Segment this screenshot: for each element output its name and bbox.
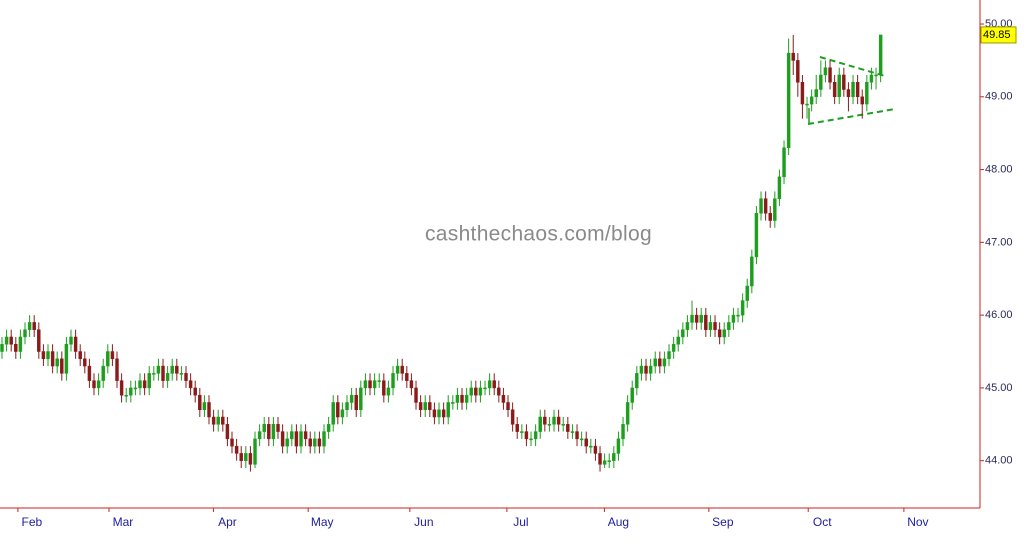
watermark: cashthechaos.com/blog — [425, 223, 652, 246]
x-tick-label: May — [311, 515, 334, 529]
x-tick-label: Jun — [414, 515, 433, 529]
x-tick-label: Feb — [22, 515, 43, 529]
last-price-box — [980, 26, 1017, 44]
y-tick-label: 47.00 — [985, 236, 1013, 248]
upper-trendline — [819, 56, 886, 77]
y-tick-label: 48.00 — [985, 163, 1013, 175]
y-tick-label: 44.00 — [985, 455, 1013, 467]
x-tick-label: Nov — [907, 515, 928, 529]
last-price-label: 49.85 — [983, 29, 1011, 41]
lower-trendline — [807, 108, 896, 125]
x-tick-label: Apr — [218, 515, 237, 529]
x-tick-label: Oct — [813, 515, 832, 529]
y-tick-label: 49.00 — [985, 91, 1013, 103]
y-tick-label: 45.00 — [985, 382, 1013, 394]
x-tick-label: Sep — [712, 515, 734, 529]
x-tick-label: Aug — [608, 515, 629, 529]
x-tick-label: Mar — [113, 515, 134, 529]
y-tick-label: 46.00 — [985, 309, 1013, 321]
triangle-pattern — [807, 56, 896, 125]
x-tick-label: Jul — [513, 515, 528, 529]
